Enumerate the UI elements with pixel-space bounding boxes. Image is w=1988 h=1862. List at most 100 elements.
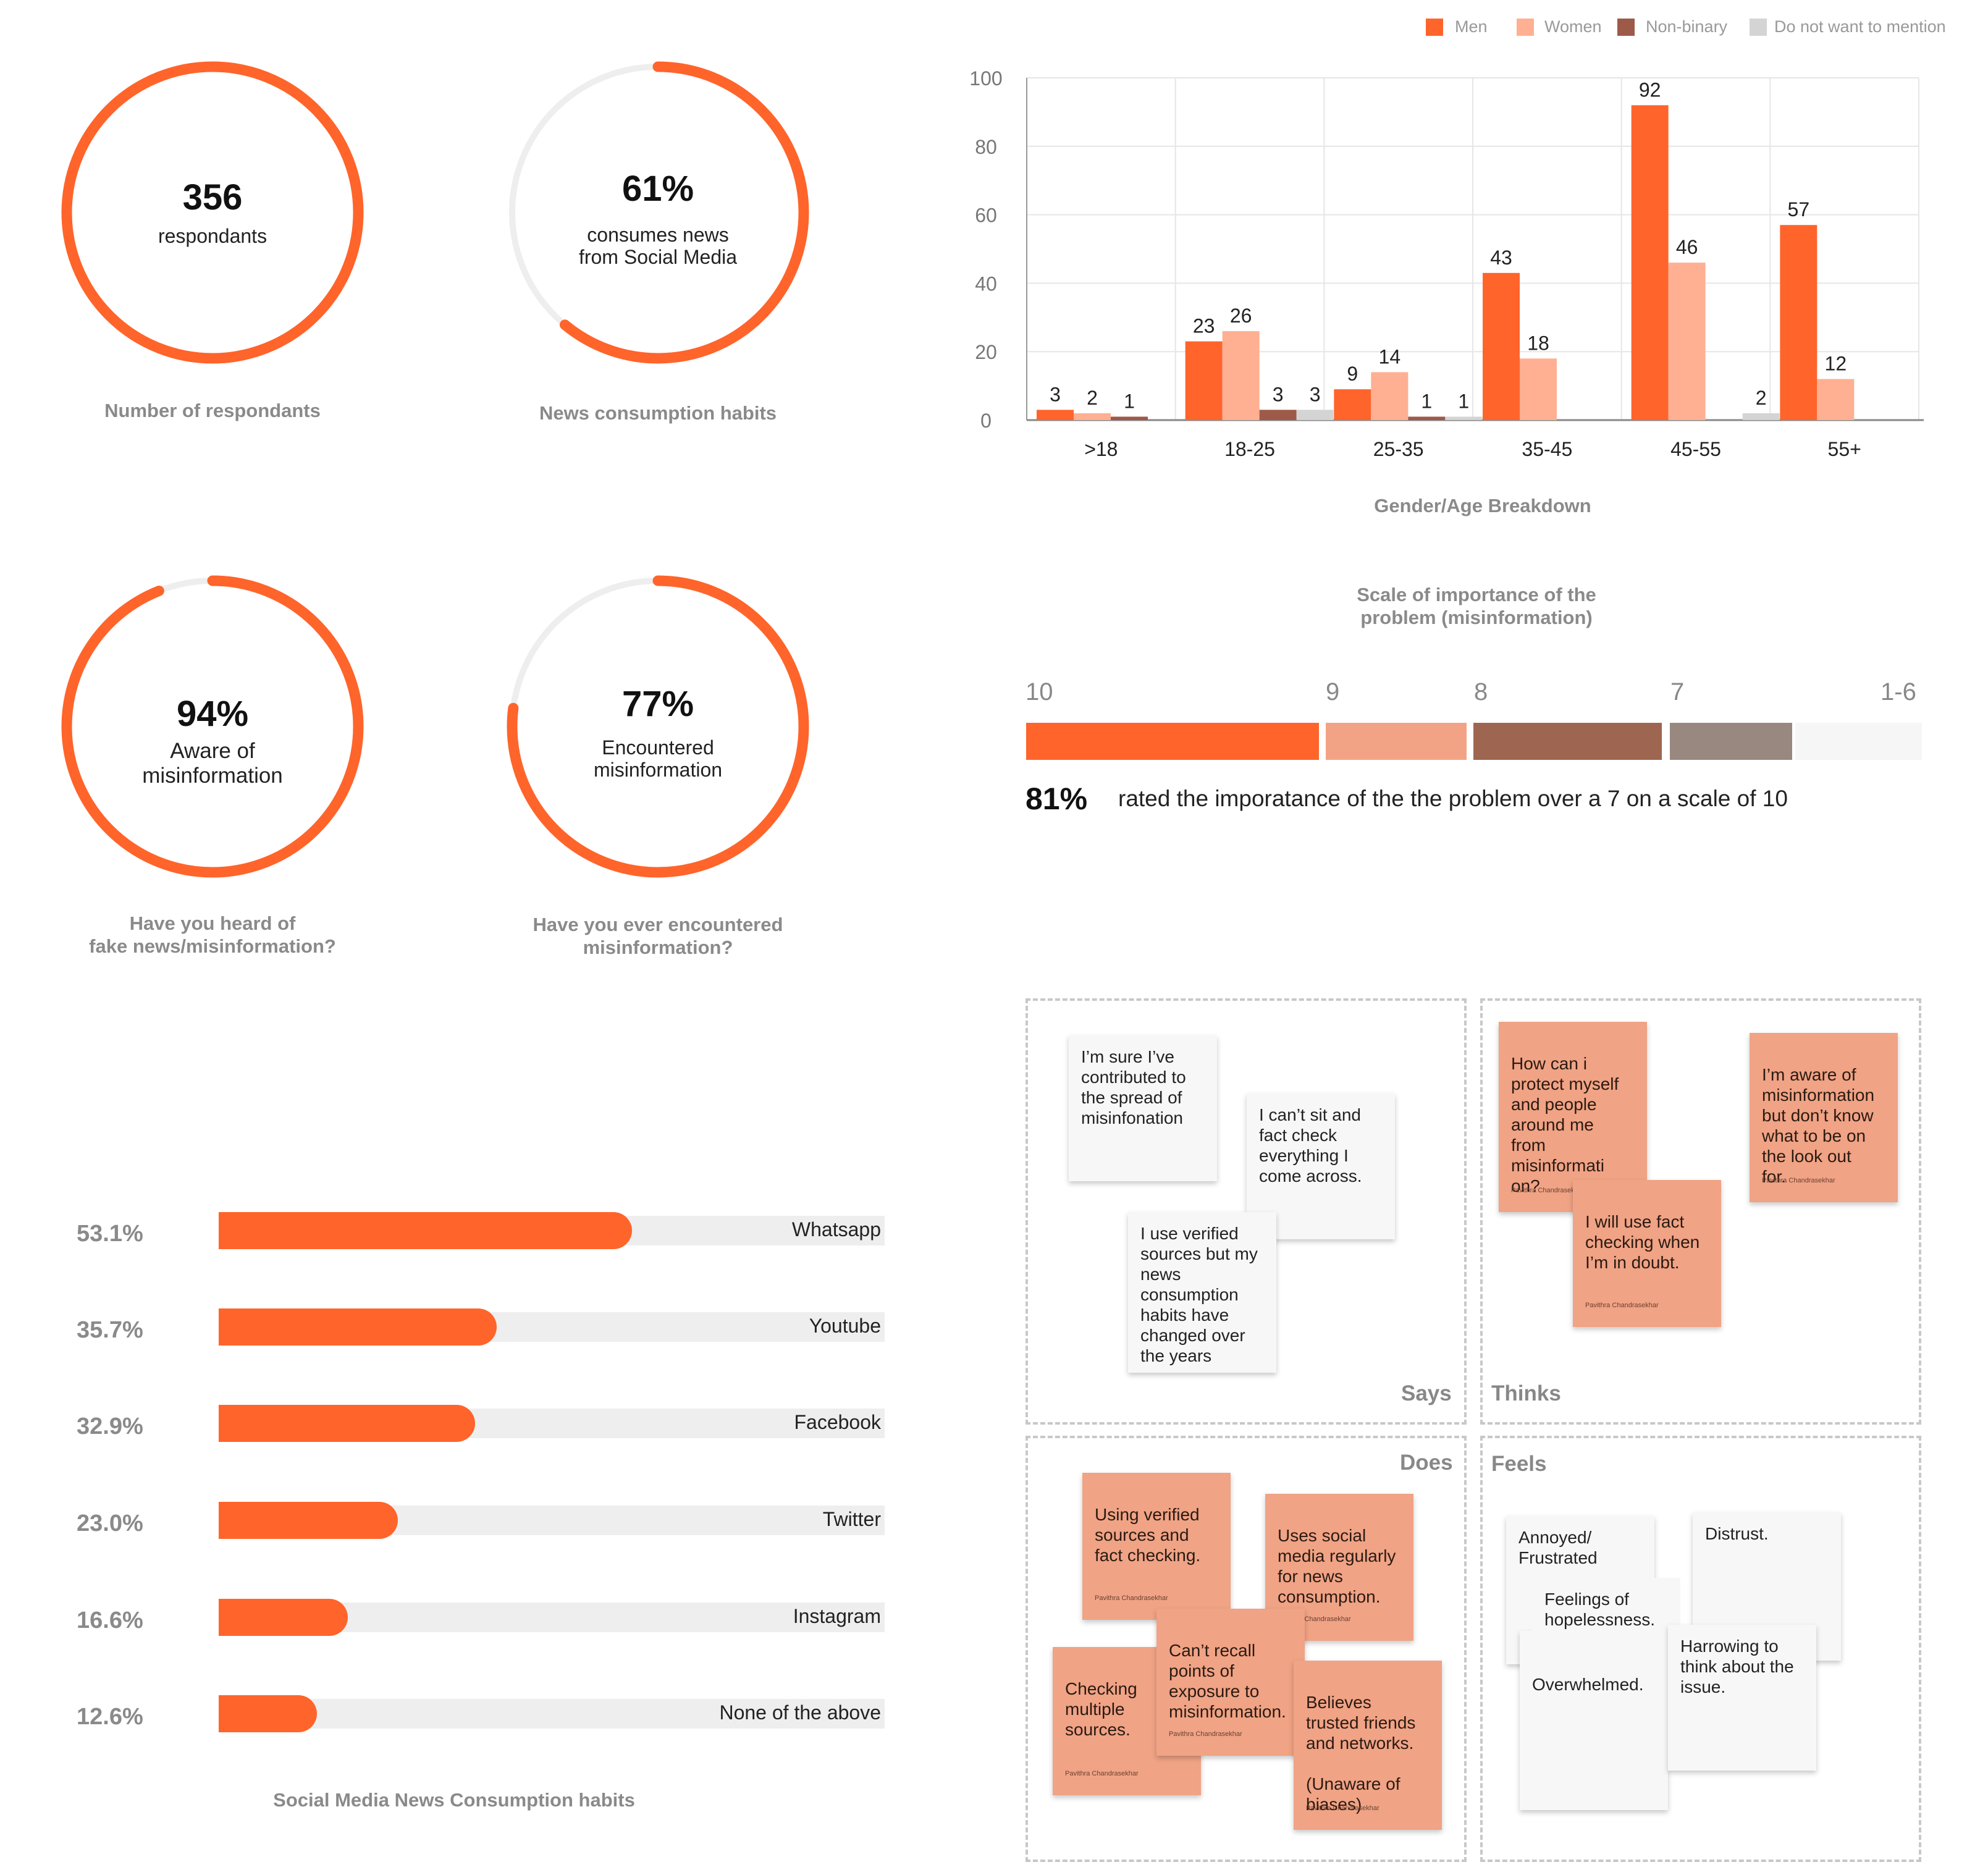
donut-ring [507,575,809,878]
stat-caption: Have you ever encountered misinformation… [533,914,783,958]
bar-fill [219,1405,475,1442]
sticky-note-author: Pavithra Chandrasekhar [1762,1177,1835,1184]
bar-fill [219,1599,348,1636]
bar-women [1074,413,1111,420]
chart-title: Gender/Age Breakdown [1374,495,1591,516]
scale-label: 9 [1326,678,1340,706]
bar-label: Twitter [822,1508,881,1530]
legend-swatch-women [1517,19,1534,36]
importance-value: 81% [1026,781,1088,816]
bar-men [1631,105,1669,420]
importance-title: Scale of importance of the problem (misi… [1357,584,1596,628]
quadrant-says [1026,998,1467,1425]
legend-swatch-nonbinary [1617,19,1635,36]
stat-respondants: 356 respondants [40,40,385,385]
data-label: 2 [1756,387,1767,409]
bar-fill [219,1695,317,1732]
stat-value: 77% [621,684,694,724]
bar-men [1037,410,1074,420]
x-tick-label: 35-45 [1522,438,1572,460]
sticky-note-author: Pavithra Chandrasekhar [1585,1302,1659,1309]
bar-fill [219,1502,398,1539]
scale-segment-10 [1026,723,1319,760]
bar-women [1371,372,1409,420]
bar-non-binary [1259,410,1297,420]
y-tick-label: 60 [975,204,997,227]
bar-men [1334,389,1371,420]
sticky-note-author: Pavithra Chandrasekhar [1169,1730,1242,1738]
y-tick-label: 100 [969,67,1002,90]
data-label: 1 [1124,390,1135,412]
bar-non-binary [1408,416,1446,420]
legend-swatch-donotmention [1750,19,1767,36]
legend-swatch-men [1426,19,1443,36]
data-label: 3 [1050,383,1061,405]
bar-do-not-want-to-mention [1445,416,1483,420]
sticky-note: I’m sure I’ve contributed to the spread … [1069,1035,1217,1181]
sticky-note: Using verified sources and fact checking… [1082,1473,1231,1620]
bar-track [219,1699,885,1729]
quadrant-label-thinks: Thinks [1491,1381,1561,1405]
bar-men [1483,272,1520,420]
sticky-note: Feelings of hopelessness. [1532,1578,1680,1640]
bar-percent: 35.7% [77,1317,143,1343]
legend-label-nonbinary: Non-binary [1646,17,1728,36]
bar-men [1185,341,1223,420]
bar-non-binary [1111,416,1148,420]
bar-percent: 16.6% [77,1607,143,1633]
x-tick-label: 18-25 [1224,438,1275,460]
quadrant-thinks [1480,998,1921,1425]
data-label: 18 [1527,332,1549,354]
sticky-note: Can’t recall points of exposure to misin… [1156,1609,1305,1756]
stat-social-media: 61% consumes news from Social Media [485,40,831,385]
sticky-note-text: How can i protect myself and people arou… [1511,1054,1619,1195]
sticky-note-author: Pavithra Chandrasekhar [1306,1805,1379,1812]
sticky-note-text: Believes trusted friends and networks. (… [1306,1693,1416,1814]
data-label: 2 [1087,387,1098,409]
data-label: 1 [1458,390,1469,412]
importance-sentence: rated the imporatance of the the problem… [1118,786,1788,811]
stat-text: consumes news from Social Media [578,224,738,268]
data-label: 14 [1379,345,1401,368]
bar-fill [219,1308,497,1346]
data-label: 26 [1230,305,1252,327]
x-tick-label: >18 [1084,438,1118,460]
sticky-note: Harrowing to think about the issue. [1668,1625,1816,1771]
scale-segment-8 [1473,723,1662,760]
sticky-note: I will use fact checking when I’m in dou… [1573,1180,1721,1327]
data-label: 92 [1639,78,1661,101]
scale-label: 8 [1474,678,1488,706]
sticky-note-text: Uses social media regularly for news con… [1278,1526,1396,1606]
quadrant-label-feels: Feels [1491,1452,1547,1476]
bar-do-not-want-to-mention [1296,410,1334,420]
stat-text: respondants [158,225,267,247]
stat-value: 94% [176,694,249,734]
sticky-note: I’m aware of misinformation but don’t kn… [1750,1033,1898,1202]
bar-do-not-want-to-mention [1742,413,1780,420]
data-label: 57 [1788,198,1810,221]
bar-label: Instagram [793,1605,881,1627]
legend-label-women: Women [1544,17,1602,36]
data-label: 3 [1273,383,1284,405]
sticky-note-text: Can’t recall points of exposure to misin… [1169,1641,1286,1721]
quadrant-label-does: Does [1400,1451,1453,1475]
stat-encountered: 77% Encountered misinformation [485,554,831,899]
sticky-note: I use verified sources but my news consu… [1128,1212,1276,1373]
bar-women [1817,379,1855,420]
sticky-note: Uses social media regularly for news con… [1265,1494,1413,1641]
stat-caption: News consumption habits [539,402,777,424]
stat-caption: Have you heard of fake news/misinformati… [89,912,336,957]
bar-men [1780,225,1817,420]
data-label: 9 [1347,363,1358,385]
sticky-note-author: Pavithra Chandrasekhar [1095,1594,1168,1602]
bar-label: Whatsapp [791,1218,881,1241]
x-tick-label: 55+ [1828,438,1861,460]
y-tick-label: 0 [980,410,992,432]
stat-value: 356 [182,177,243,217]
data-label: 1 [1421,390,1432,412]
hbar-title: Social Media News Consumption habits [273,1789,635,1811]
bar-label: Youtube [809,1315,881,1337]
quadrant-feels [1480,1436,1921,1862]
quadrant-does [1026,1436,1467,1862]
donut-ring [61,575,364,878]
